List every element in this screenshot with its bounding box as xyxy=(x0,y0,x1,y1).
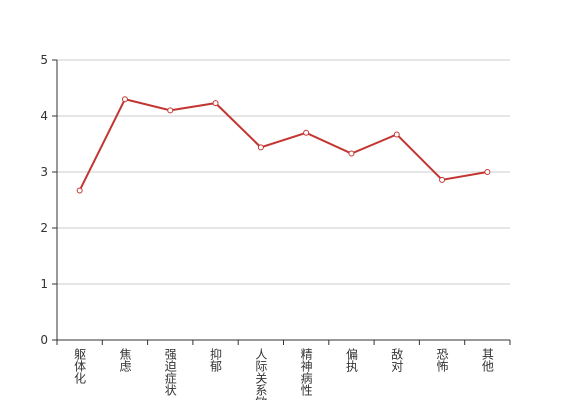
point xyxy=(439,176,446,183)
point xyxy=(484,169,491,175)
x-tick-label: 其他 xyxy=(480,348,494,372)
x-tick-label: 敌对 xyxy=(390,347,404,372)
x-tick-label: 人际关系敏感 xyxy=(254,348,268,400)
x-tick-label: 焦虑 xyxy=(118,348,132,372)
point xyxy=(348,150,355,157)
y-tick-label: 0 xyxy=(40,333,48,347)
line xyxy=(78,98,488,191)
point xyxy=(121,96,128,103)
y-tick-label: 3 xyxy=(40,165,48,179)
x-tick-label: 强迫症状 xyxy=(163,348,177,396)
point xyxy=(257,144,264,151)
point xyxy=(303,129,310,136)
y-tick-label: 1 xyxy=(40,277,48,291)
point xyxy=(76,187,83,194)
x-tick-label: 躯体化 xyxy=(73,347,87,385)
x-tick-label: 精神病性 xyxy=(299,348,313,397)
point xyxy=(167,107,174,114)
y-tick-label: 4 xyxy=(40,109,48,123)
y-tick-label: 5 xyxy=(40,53,48,67)
y-tick-label: 2 xyxy=(40,221,48,235)
point xyxy=(393,131,400,138)
point xyxy=(212,100,219,107)
x-tick-label: 偏执 xyxy=(344,347,358,373)
x-tick-label: 恐怖 xyxy=(435,348,449,372)
x-tick-label: 抑郁 xyxy=(209,347,223,373)
